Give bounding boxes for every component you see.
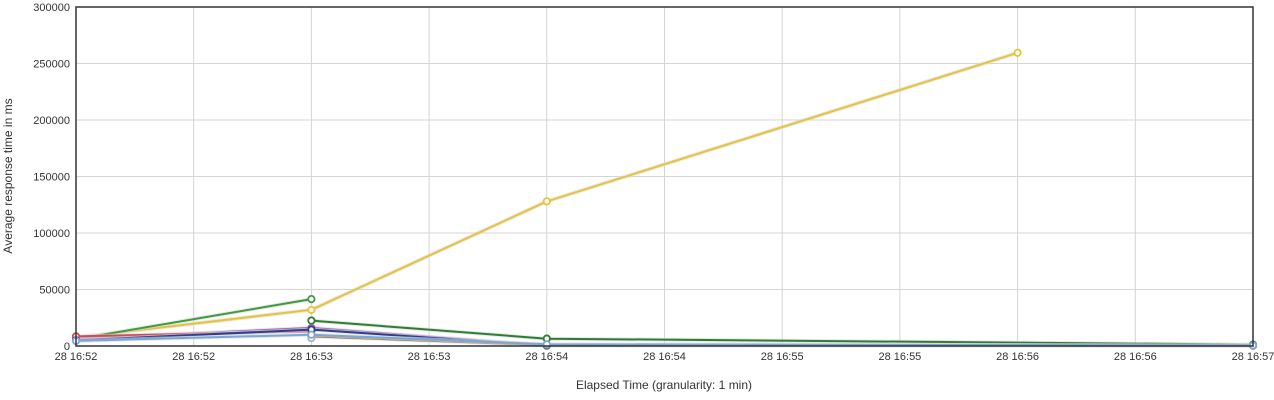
y-tick-label: 50000 bbox=[39, 285, 70, 297]
data-point bbox=[1013, 48, 1022, 57]
series-line bbox=[75, 333, 1254, 347]
x-tick-label: 28 16:54 bbox=[643, 351, 686, 363]
y-tick-label: 250000 bbox=[33, 59, 70, 71]
x-tick-labels: 28 16:52 28 16:52 28 16:53 28 16:53 28 16:54… bbox=[55, 351, 1274, 363]
y-tick-label: 0 bbox=[64, 341, 70, 353]
x-tick-label: 28 16:56 bbox=[1114, 351, 1157, 363]
x-tick-label: 28 16:53 bbox=[290, 351, 333, 363]
data-point bbox=[307, 295, 316, 304]
y-tick-label: 300000 bbox=[33, 2, 70, 14]
y-axis-title: Average response time in ms bbox=[1, 98, 15, 253]
series-line bbox=[75, 298, 312, 341]
y-tick-labels: 0 50000 100000 150000 200000 250000 300000 bbox=[33, 2, 70, 353]
x-tick-label: 28 16:55 bbox=[761, 351, 804, 363]
x-tick-label: 28 16:57 bbox=[1232, 351, 1274, 363]
x-tick-label: 28 16:52 bbox=[172, 351, 215, 363]
series-line bbox=[75, 51, 1018, 339]
x-tick-label: 28 16:56 bbox=[996, 351, 1039, 363]
y-tick-label: 150000 bbox=[33, 172, 70, 184]
plot-border bbox=[75, 6, 1254, 347]
x-tick-label: 28 16:54 bbox=[525, 351, 568, 363]
x-tick-label: 28 16:55 bbox=[878, 351, 921, 363]
y-tick-label: 100000 bbox=[33, 228, 70, 240]
x-axis-title: Elapsed Time (granularity: 1 min) bbox=[576, 378, 752, 392]
x-tick-label: 28 16:52 bbox=[55, 351, 98, 363]
data-point bbox=[542, 197, 551, 206]
data-point bbox=[307, 316, 316, 325]
data-point bbox=[307, 330, 316, 339]
x-tick-label: 28 16:53 bbox=[408, 351, 451, 363]
data-point bbox=[307, 305, 316, 314]
y-tick-label: 200000 bbox=[33, 115, 70, 127]
